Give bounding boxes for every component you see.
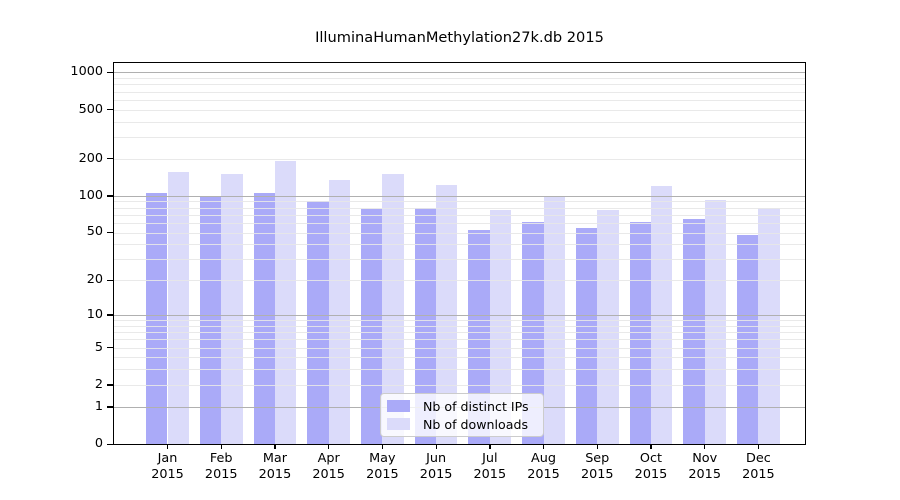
bars-layer <box>114 63 805 444</box>
x-tick-label-apr: Apr 2015 <box>312 451 345 482</box>
x-tick-label-jan: Jan 2015 <box>151 451 184 482</box>
x-tick-mark-dec <box>757 445 760 449</box>
y-tick-mark-1 <box>107 406 113 408</box>
x-tick-mark-sep <box>596 445 599 449</box>
legend-row-distinct-ips: Nb of distinct IPs <box>387 398 536 414</box>
x-tick-label-jul: Jul 2015 <box>473 451 507 482</box>
bar-distinct-ips-oct <box>629 221 651 444</box>
x-tick-mark-jul <box>489 445 491 449</box>
x-tick-label-oct: Oct 2015 <box>634 451 668 482</box>
x-tick-label-dec: Dec 2015 <box>742 451 775 482</box>
y-tick-label-20: 20 <box>86 272 103 288</box>
legend-label-downloads: Nb of downloads <box>423 416 529 432</box>
x-tick-label-nov: Nov 2015 <box>688 451 721 482</box>
x-tick-mark-oct <box>650 445 652 449</box>
x-tick-mark-jun <box>435 445 437 449</box>
x-tick-label-mar: Mar 2015 <box>258 451 292 482</box>
bar-downloads-apr <box>328 180 351 444</box>
bar-distinct-ips-nov <box>683 218 705 444</box>
y-tick-label-5: 5 <box>94 339 103 355</box>
bar-distinct-ips-jan <box>146 193 168 444</box>
legend-swatch-downloads <box>387 418 410 430</box>
x-tick-mark-apr <box>328 445 330 449</box>
legend-row-downloads: Nb of downloads <box>387 416 536 432</box>
y-tick-mark-2 <box>107 384 113 386</box>
plot-area <box>113 62 806 445</box>
bar-downloads-may <box>382 174 404 444</box>
y-tick-mark-50 <box>107 231 113 234</box>
x-tick-mark-mar <box>274 445 276 449</box>
bar-downloads-oct <box>650 185 673 444</box>
x-tick-label-jun: Jun 2015 <box>419 451 453 482</box>
bar-distinct-ips-apr <box>307 201 329 444</box>
legend: Nb of distinct IPs Nb of downloads <box>380 393 544 437</box>
bar-downloads-dec <box>758 207 780 444</box>
x-tick-label-may: May 2015 <box>366 451 399 482</box>
y-tick-label-10: 10 <box>86 306 103 322</box>
bar-downloads-aug <box>543 196 565 444</box>
bar-downloads-jan <box>167 171 189 444</box>
x-tick-mark-feb <box>220 445 223 449</box>
x-tick-mark-jan <box>167 445 169 449</box>
legend-label-distinct-ips: Nb of distinct IPs <box>423 398 529 414</box>
bar-downloads-mar <box>274 160 297 444</box>
y-tick-mark-100 <box>107 195 113 197</box>
y-tick-mark-10 <box>107 314 113 316</box>
y-tick-mark-1000 <box>107 71 113 74</box>
y-tick-label-2: 2 <box>94 376 103 392</box>
y-tick-mark-200 <box>107 158 113 160</box>
bar-distinct-ips-dec <box>737 234 759 444</box>
legend-swatch-distinct-ips <box>387 400 410 412</box>
bar-distinct-ips-feb <box>199 195 222 444</box>
x-tick-mark-aug <box>543 445 545 449</box>
y-tick-label-0: 0 <box>94 436 103 451</box>
x-tick-label-sep: Sep 2015 <box>580 451 614 482</box>
x-tick-mark-may <box>381 445 384 449</box>
y-tick-label-500: 500 <box>78 101 103 117</box>
y-tick-label-1000: 1000 <box>70 64 103 80</box>
x-tick-label-feb: Feb 2015 <box>204 451 238 482</box>
y-tick-mark-500 <box>107 109 113 111</box>
bar-distinct-ips-mar <box>253 192 275 444</box>
bar-distinct-ips-sep <box>575 228 598 444</box>
bar-downloads-nov <box>704 200 727 444</box>
y-tick-mark-5 <box>107 347 113 349</box>
y-tick-label-1: 1 <box>94 398 103 414</box>
y-tick-mark-0 <box>107 443 113 445</box>
y-tick-mark-20 <box>107 279 113 281</box>
bar-distinct-ips-jul <box>468 230 490 444</box>
y-tick-label-100: 100 <box>78 187 103 203</box>
y-tick-label-50: 50 <box>86 224 103 240</box>
x-tick-label-aug: Aug 2015 <box>527 451 560 482</box>
chart-title: IlluminaHumanMethylation27k.db 2015 <box>315 29 604 46</box>
bar-downloads-feb <box>221 174 243 444</box>
x-tick-mark-nov <box>704 445 706 449</box>
bar-downloads-sep <box>597 210 619 444</box>
bar-downloads-jun <box>436 184 458 444</box>
y-tick-label-200: 200 <box>78 150 103 166</box>
